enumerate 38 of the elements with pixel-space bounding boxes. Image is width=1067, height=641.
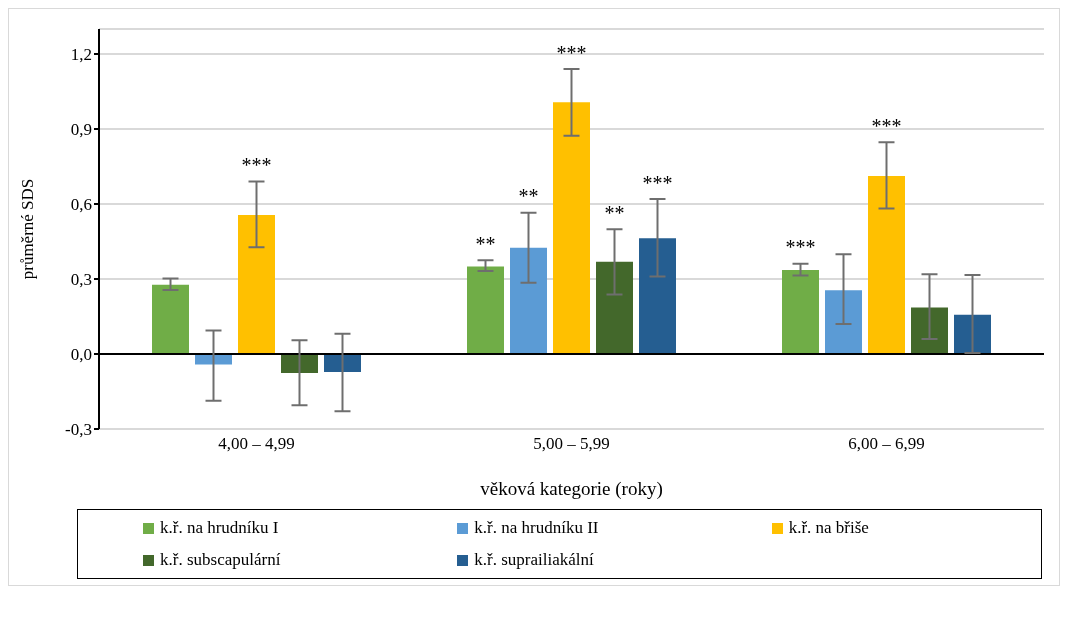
bar [782,270,819,354]
bar [596,261,633,354]
legend-label: k.ř. suprailiakální [474,550,594,570]
bar [281,354,318,373]
data-label: ** [475,232,496,255]
legend-label: k.ř. na hrudníku II [474,518,599,538]
bar [639,238,676,354]
bar [467,266,504,354]
data-label: *** [556,41,587,64]
data-label: ** [518,185,539,208]
x-tick-label: 6,00 – 6,99 [848,434,925,454]
data-label: ** [604,201,625,224]
bar [954,314,991,354]
bar [825,290,862,354]
bar [510,247,547,354]
bar [911,307,948,354]
y-axis-title: průměrné SDS [18,178,38,280]
bar [238,215,275,354]
x-tick-label: 5,00 – 5,99 [533,434,610,454]
legend-label: k.ř. subscapulární [160,550,281,570]
legend-label: k.ř. na hrudníku I [160,518,279,538]
y-tick-label: -0,3 [65,420,92,440]
x-axis-title: věková kategorie (roky) [480,478,663,500]
bar [553,102,590,354]
y-tick-label: 0,6 [70,195,92,215]
data-label: *** [241,154,272,177]
x-tick-label: 4,00 – 4,99 [218,434,295,454]
data-label: *** [642,171,673,194]
bar [868,176,905,354]
y-tick-label: 1,2 [70,45,92,65]
bar [152,284,189,354]
y-tick-label: 0,0 [70,345,92,365]
data-label: *** [871,114,902,137]
data-label: *** [785,236,816,259]
y-tick-label: 0,9 [70,120,92,140]
y-tick-label: 0,3 [70,270,92,290]
bar [195,354,232,365]
legend-label: k.ř. na břiše [788,518,869,538]
